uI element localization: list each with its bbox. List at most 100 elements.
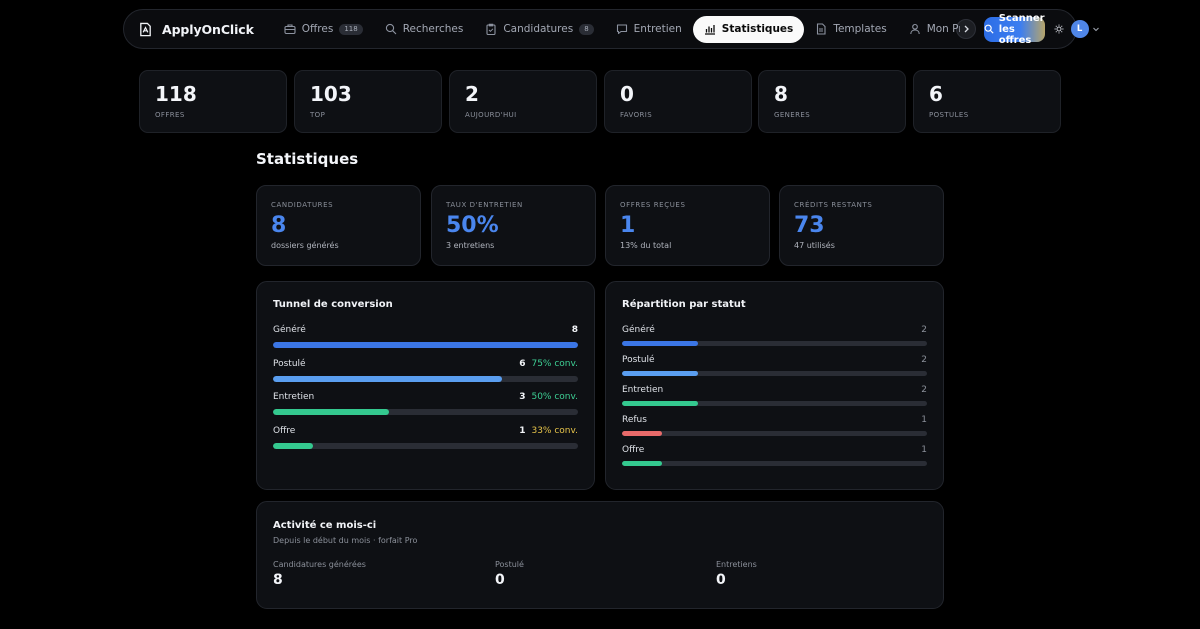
nav-item-recherches[interactable]: Recherches	[374, 16, 475, 43]
status-row-offre: Offre 1	[622, 445, 927, 467]
monthly-activity-panel: Activité ce mois-ci Depuis le début du m…	[256, 501, 944, 609]
funnel-row-count: 3	[519, 392, 526, 402]
activity-stat-entretiens: Entretiens 0	[716, 560, 757, 588]
kpi-card-taux-entretien: TAUX D'ENTRETIEN 50% 3 entretiens	[431, 185, 596, 266]
funnel-row-stats: 6 75% conv.	[519, 359, 578, 369]
status-row-genere: Généré 2	[622, 325, 927, 347]
funnel-row-stats: 8	[572, 325, 578, 335]
funnel-row-count: 8	[571, 325, 578, 335]
counter-card-postules[interactable]: 6 POSTULES	[913, 70, 1061, 133]
nav-item-label: Candidatures	[503, 23, 574, 35]
kpi-card-credits-restants: CRÉDITS RESTANTS 73 47 utilisés	[779, 185, 944, 266]
counter-value: 6	[929, 82, 943, 106]
count-badge: 118	[339, 23, 363, 35]
activity-stat-postule: Postulé 0	[495, 560, 524, 588]
count-badge: 8	[579, 23, 594, 35]
counter-card-generes[interactable]: 8 GENERES	[758, 70, 906, 133]
counter-label: GENERES	[774, 111, 811, 119]
counter-value: 103	[310, 82, 352, 106]
funnel-row-conversion: 50% conv.	[531, 392, 578, 402]
status-bar-fill	[622, 431, 662, 436]
kpi-card-candidatures: CANDIDATURES 8 dossiers générés	[256, 185, 421, 266]
status-bar-track	[622, 401, 927, 406]
kpi-label: OFFRES REÇUES	[620, 201, 686, 209]
funnel-row-conversion: 33% conv.	[531, 426, 578, 436]
status-bar-fill	[622, 401, 699, 406]
kpi-value: 50%	[446, 213, 499, 238]
status-bar-track	[622, 431, 927, 436]
funnel-row-stats: 3 50% conv.	[519, 392, 578, 402]
status-row-count: 2	[921, 325, 927, 335]
activity-stat-candidatures: Candidatures générées 8	[273, 560, 366, 588]
funnel-bar-fill	[273, 443, 313, 449]
kpi-label: CANDIDATURES	[271, 201, 334, 209]
nav-item-entretien[interactable]: Entretien	[605, 16, 693, 43]
status-bar-fill	[622, 461, 662, 466]
funnel-bar-fill	[273, 376, 502, 382]
status-bar-fill	[622, 371, 699, 376]
status-row-stats: 2	[921, 355, 927, 365]
nav-item-candidatures[interactable]: Candidatures 8	[474, 16, 604, 43]
chevron-right-icon	[962, 25, 970, 33]
account-menu[interactable]: L	[1070, 20, 1100, 38]
status-breakdown-panel: Répartition par statut Généré 2 Postulé …	[605, 281, 944, 490]
status-row-label: Généré	[622, 325, 655, 335]
brand[interactable]: ApplyOnClick	[138, 22, 254, 37]
status-row-count: 1	[921, 445, 927, 455]
nav-item-mon-profil[interactable]: Mon Pro	[898, 16, 960, 43]
funnel-bar-track	[273, 409, 578, 415]
scan-offers-label: Scanner les offres	[998, 12, 1045, 46]
counter-card-favoris[interactable]: 0 FAVORIS	[604, 70, 752, 133]
activity-stat-value: 0	[716, 572, 726, 588]
status-row-label: Entretien	[622, 385, 664, 395]
nav-scroll-right-button[interactable]	[955, 19, 976, 39]
nav-item-label: Statistiques	[721, 23, 794, 35]
chevron-down-icon	[1092, 25, 1100, 33]
activity-stat-label: Postulé	[495, 560, 524, 569]
kpi-label: TAUX D'ENTRETIEN	[446, 201, 523, 209]
kpi-subtext: dossiers générés	[271, 241, 339, 250]
scan-offers-button[interactable]: Scanner les offres	[983, 13, 1045, 46]
search-icon	[984, 24, 994, 34]
counter-card-aujourdhui[interactable]: 2 AUJOURD'HUI	[449, 70, 597, 133]
status-bar-track	[622, 461, 927, 466]
counter-value: 0	[620, 82, 634, 106]
panel-title: Tunnel de conversion	[273, 299, 393, 310]
counter-card-top[interactable]: 103 TOP	[294, 70, 442, 133]
kpi-subtext: 3 entretiens	[446, 241, 495, 250]
nav-item-label: Mon Pro	[926, 23, 960, 35]
funnel-row-stats: 1 33% conv.	[519, 426, 578, 436]
counter-label: AUJOURD'HUI	[465, 111, 517, 119]
nav-item-label: Offres	[301, 23, 334, 35]
status-bar-fill	[622, 341, 699, 346]
clipboard-icon	[485, 23, 497, 35]
funnel-row-count: 1	[519, 426, 526, 436]
status-row-stats: 1	[921, 445, 927, 455]
briefcase-icon	[284, 23, 296, 35]
status-row-postule: Postulé 2	[622, 355, 927, 377]
nav-item-statistiques[interactable]: Statistiques	[692, 15, 805, 43]
funnel-bar-track	[273, 376, 578, 382]
page-title: Statistiques	[256, 150, 359, 168]
funnel-row-label: Généré	[273, 325, 306, 335]
theme-toggle-button[interactable]	[1054, 20, 1064, 38]
nav-item-offres[interactable]: Offres 118	[273, 16, 374, 43]
counter-card-offres[interactable]: 118 OFFRES	[139, 70, 287, 133]
status-row-count: 2	[921, 385, 927, 395]
nav-item-templates[interactable]: Templates	[804, 16, 897, 43]
panel-subtitle: Depuis le début du mois · forfait Pro	[273, 536, 418, 545]
user-icon	[909, 23, 921, 35]
status-row-label: Refus	[622, 415, 647, 425]
status-row-stats: 2	[921, 325, 927, 335]
counter-label: POSTULES	[929, 111, 969, 119]
conversion-funnel-panel: Tunnel de conversion Généré 8 Postulé 6 …	[256, 281, 595, 490]
funnel-row-offre: Offre 1 33% conv.	[273, 426, 578, 450]
status-bar-track	[622, 371, 927, 376]
funnel-row-label: Postulé	[273, 359, 306, 369]
status-row-count: 1	[921, 415, 927, 425]
counter-label: FAVORIS	[620, 111, 653, 119]
funnel-row-genere: Généré 8	[273, 325, 578, 349]
panel-title: Activité ce mois-ci	[273, 520, 377, 531]
sun-icon	[1054, 24, 1064, 34]
status-row-count: 2	[921, 355, 927, 365]
